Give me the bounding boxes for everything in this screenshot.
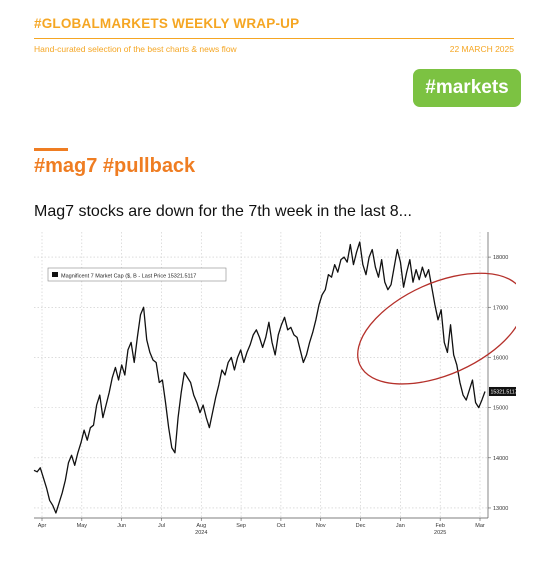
x-tick-label: Feb [435, 523, 444, 529]
x-tick-label: Oct [277, 523, 286, 529]
x-tick-label: May [77, 523, 88, 529]
chart-container: 13000 14000 15000 16000 17000 18000 Apr May Jun… [28, 230, 516, 542]
header-rule [34, 38, 514, 39]
x-tick-label: Apr [38, 523, 47, 529]
legend-swatch [52, 272, 58, 277]
x-tick-label: Jul [158, 523, 165, 529]
y-tick-label: 13000 [493, 506, 508, 512]
section-title: #mag7 #pullback [34, 155, 196, 177]
y-tick-label: 18000 [493, 255, 508, 261]
mag7-series-line [33, 241, 486, 514]
y-tick-label: 15000 [493, 406, 508, 412]
x-tick-label: Mar [475, 523, 485, 529]
x-tick-label: Nov [316, 523, 326, 529]
x-tick-label: Sep [236, 523, 246, 529]
x-year-label: 2024 [195, 530, 207, 536]
legend-box [47, 267, 227, 282]
header-title: #GLOBALMARKETS WEEKLY WRAP-UP [34, 16, 300, 31]
x-tick-label: Aug [196, 523, 206, 529]
x-tick-label: Jan [396, 523, 405, 529]
header-subtitle: Hand-curated selection of the best chart… [34, 44, 237, 54]
chart-headline: Mag7 stocks are down for the 7th week in… [34, 203, 412, 220]
header-date: 22 MARCH 2025 [449, 44, 514, 54]
x-tick-label: Jun [117, 523, 126, 529]
y-tick-label: 14000 [493, 456, 508, 462]
markets-tag-button[interactable]: #markets [413, 69, 521, 107]
y-tick-label: 16000 [493, 355, 508, 361]
last-price-tag [489, 386, 516, 396]
chart-legend: Magnificent 7 Market Cap ($, B - Last Pr… [47, 267, 227, 282]
x-tick-label: Dec [356, 523, 366, 529]
decline-highlight-ellipse [357, 272, 516, 385]
mag7-market-cap-chart: 13000 14000 15000 16000 17000 18000 Apr May Jun… [33, 232, 517, 536]
last-price-label: 15321.5117 [491, 389, 517, 395]
legend-label: Magnificent 7 Market Cap ($, B - Last Pr… [61, 274, 196, 280]
x-year-label: 2025 [434, 530, 446, 536]
y-tick-label: 17000 [493, 305, 508, 311]
section-accent-bar [34, 148, 68, 151]
